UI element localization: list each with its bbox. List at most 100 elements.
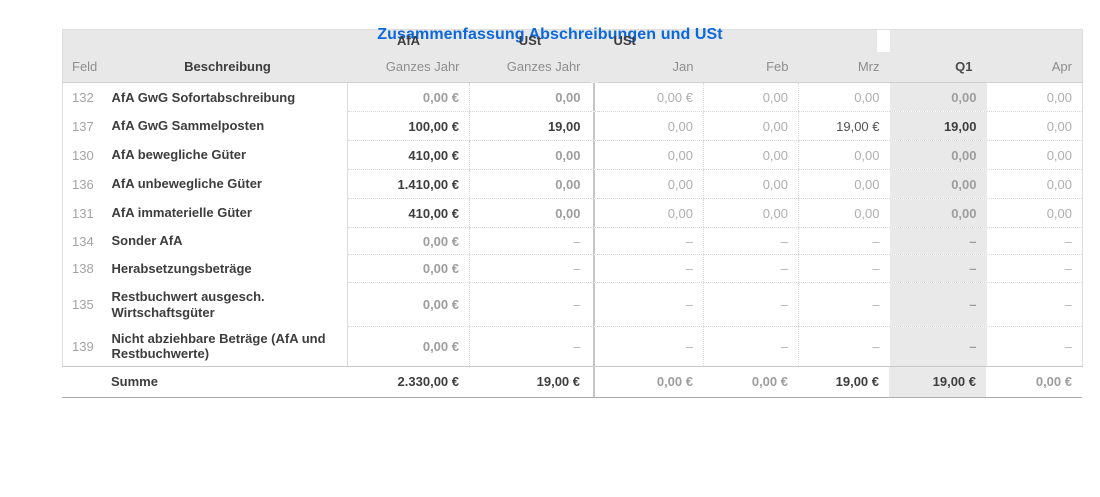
cell-ust-jahr[interactable]: 0,00 xyxy=(469,198,591,228)
cell-feld[interactable]: 132 xyxy=(62,82,108,112)
cell-afa-jahr[interactable]: 0,00 € xyxy=(347,227,470,255)
cell-feb[interactable]: 0,00 xyxy=(703,140,799,170)
group-header-blank[interactable] xyxy=(62,29,108,52)
cell-q1[interactable]: 19,00 xyxy=(889,111,987,141)
cell-feld[interactable]: 131 xyxy=(62,198,108,228)
group-header-blank[interactable] xyxy=(889,29,987,52)
column-header-q1[interactable]: Q1 xyxy=(889,51,987,83)
cell-ust-jahr[interactable]: 0,00 xyxy=(469,82,591,112)
cell-jan[interactable]: – xyxy=(597,254,704,283)
cell-beschreibung[interactable]: Sonder AfA xyxy=(111,233,183,249)
cell-jan[interactable]: 0,00 xyxy=(597,198,704,228)
group-header-blank[interactable] xyxy=(107,29,348,52)
column-header-mrz[interactable]: Mrz xyxy=(798,51,890,83)
cell-feb[interactable]: – xyxy=(703,254,799,283)
cell-apr[interactable]: 0,00 xyxy=(986,169,1083,199)
cell-ust-jahr[interactable]: – xyxy=(469,326,591,367)
cell-q1[interactable]: 0,00 xyxy=(889,169,987,199)
cell-jan[interactable]: – xyxy=(597,282,704,327)
group-header-blank[interactable] xyxy=(703,29,799,52)
column-header-ust-ganzes-jahr[interactable]: Ganzes Jahr xyxy=(469,51,591,83)
cell-beschreibung[interactable]: Restbuchwert ausgesch. Wirtschaftsgüter xyxy=(111,289,265,320)
cell-mrz[interactable]: 0,00 xyxy=(798,198,890,228)
column-header-feb[interactable]: Feb xyxy=(703,51,799,83)
summe-afa-jahr[interactable]: 2.330,00 € xyxy=(347,367,469,398)
cell-beschreibung[interactable]: Nicht abziehbare Beträge (AfA und Restbu… xyxy=(107,326,348,367)
cell-mrz[interactable]: – xyxy=(798,227,890,255)
cell-apr[interactable]: 0,00 xyxy=(986,140,1083,170)
summe-ust-jahr[interactable]: 19,00 € xyxy=(469,367,590,398)
group-header-blank[interactable] xyxy=(986,29,1083,52)
cell-mrz[interactable]: 19,00 € xyxy=(798,111,890,141)
cell-ust-jahr[interactable]: 19,00 xyxy=(469,111,591,141)
cell-feld[interactable]: 136 xyxy=(62,169,108,199)
group-header-ust-monate[interactable]: USt xyxy=(597,29,704,52)
cell-afa-jahr[interactable]: 0,00 € xyxy=(347,282,470,327)
cell-afa-jahr[interactable]: 1.410,00 € xyxy=(347,169,470,199)
column-header-feld[interactable]: Feld xyxy=(62,51,108,83)
cell-q1[interactable]: 0,00 xyxy=(889,82,987,112)
cell-feld[interactable]: 139 xyxy=(62,326,108,367)
cell-feb[interactable]: – xyxy=(703,326,799,367)
column-header-afa-ganzes-jahr[interactable]: Ganzes Jahr xyxy=(347,51,470,83)
cell-ust-jahr[interactable]: 0,00 xyxy=(469,169,591,199)
column-header-apr[interactable]: Apr xyxy=(986,51,1083,83)
cell-feb[interactable]: – xyxy=(703,227,799,255)
cell-q1[interactable]: 0,00 xyxy=(889,140,987,170)
cell-beschreibung[interactable]: AfA GwG Sofortabschreibung xyxy=(111,89,296,105)
cell-q1[interactable]: – xyxy=(889,254,987,283)
summe-mrz[interactable]: 19,00 € xyxy=(798,367,889,398)
cell-apr[interactable]: 0,00 xyxy=(986,82,1083,112)
summe-q1[interactable]: 19,00 € xyxy=(889,367,986,398)
cell-feb[interactable]: 0,00 xyxy=(703,198,799,228)
cell-mrz[interactable]: – xyxy=(798,282,890,327)
cell-mrz[interactable]: 0,00 xyxy=(798,140,890,170)
cell-feld[interactable]: 138 xyxy=(62,254,108,283)
cell-apr[interactable]: – xyxy=(986,326,1083,367)
cell-ust-jahr[interactable]: 0,00 xyxy=(469,140,591,170)
cell-beschreibung[interactable]: AfA immaterielle Güter xyxy=(111,205,252,221)
cell-mrz[interactable]: – xyxy=(798,326,890,367)
cell-jan[interactable]: – xyxy=(597,227,704,255)
cell-jan[interactable]: 0,00 xyxy=(597,140,704,170)
cell-q1[interactable]: – xyxy=(889,326,987,367)
cell-feld[interactable]: 130 xyxy=(62,140,108,170)
group-header-blank[interactable] xyxy=(798,29,890,52)
cell-mrz[interactable]: – xyxy=(798,254,890,283)
cell-beschreibung[interactable]: AfA unbewegliche Güter xyxy=(111,176,262,192)
cell-afa-jahr[interactable]: 410,00 € xyxy=(347,140,470,170)
cell-q1[interactable]: – xyxy=(889,227,987,255)
cell-apr[interactable]: – xyxy=(986,254,1083,283)
summe-feb[interactable]: 0,00 € xyxy=(703,367,798,398)
cell-ust-jahr[interactable]: – xyxy=(469,282,591,327)
cell-feb[interactable]: – xyxy=(703,282,799,327)
cell-feb[interactable]: 0,00 xyxy=(703,82,799,112)
column-header-jan[interactable]: Jan xyxy=(597,51,704,83)
cell-apr[interactable]: 0,00 xyxy=(986,111,1083,141)
cell-apr[interactable]: 0,00 xyxy=(986,198,1083,228)
cell-afa-jahr[interactable]: 0,00 € xyxy=(347,326,470,367)
cell-beschreibung[interactable]: AfA GwG Sammelposten xyxy=(111,118,265,134)
group-header-ust-jahr[interactable]: USt xyxy=(469,29,591,52)
summe-jan[interactable]: 0,00 € xyxy=(597,367,703,398)
cell-ust-jahr[interactable]: – xyxy=(469,227,591,255)
cell-mrz[interactable]: 0,00 xyxy=(798,169,890,199)
summe-label[interactable]: Summe xyxy=(107,367,347,398)
cell-apr[interactable]: – xyxy=(986,227,1083,255)
cell-feld[interactable]: 137 xyxy=(62,111,108,141)
cell-q1[interactable]: – xyxy=(889,282,987,327)
cell-feb[interactable]: 0,00 xyxy=(703,169,799,199)
column-header-beschreibung[interactable]: Beschreibung xyxy=(107,51,348,83)
cell-jan[interactable]: 0,00 xyxy=(597,169,704,199)
cell-beschreibung[interactable]: AfA bewegliche Güter xyxy=(111,147,247,163)
cell-feld[interactable]: 135 xyxy=(62,282,108,327)
cell-jan[interactable]: – xyxy=(597,326,704,367)
group-header-afa[interactable]: AfA xyxy=(347,29,470,52)
cell-afa-jahr[interactable]: 410,00 € xyxy=(347,198,470,228)
cell-beschreibung[interactable]: Herabsetzungsbeträge xyxy=(111,260,252,276)
cell-apr[interactable]: – xyxy=(986,282,1083,327)
cell-q1[interactable]: 0,00 xyxy=(889,198,987,228)
cell-feb[interactable]: 0,00 xyxy=(703,111,799,141)
summe-apr[interactable]: 0,00 € xyxy=(986,367,1082,398)
cell-feld[interactable]: 134 xyxy=(62,227,108,255)
